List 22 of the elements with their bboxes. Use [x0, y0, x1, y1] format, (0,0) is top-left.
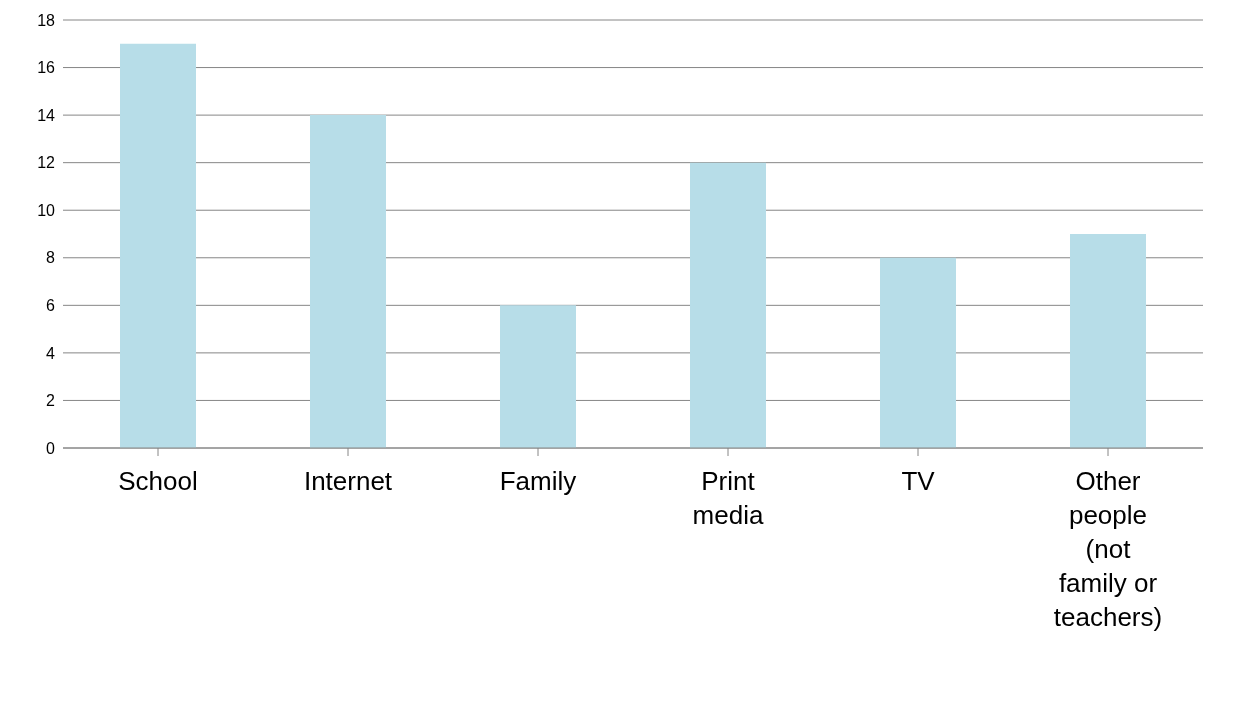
y-tick-label: 8	[46, 249, 56, 267]
x-tick-label: Internet	[303, 466, 393, 496]
bar	[500, 305, 576, 448]
y-tick-label: 16	[37, 59, 56, 77]
bar	[120, 43, 196, 448]
y-tick-label: 4	[46, 344, 56, 362]
y-tick-label: 14	[37, 106, 56, 124]
x-tick-label: School	[118, 466, 198, 496]
y-tick-label: 12	[37, 154, 56, 172]
x-tick-label: Family	[499, 466, 577, 496]
bar	[310, 115, 386, 448]
x-tick-label: Print media	[692, 466, 764, 530]
y-tick-label: 18	[37, 11, 56, 29]
bar	[880, 257, 956, 448]
x-tick-label: Other people (not family or teachers)	[1053, 466, 1163, 632]
bar	[1070, 234, 1146, 448]
y-tick-label: 2	[46, 392, 56, 410]
y-tick-label: 10	[37, 201, 56, 219]
bar	[690, 162, 766, 448]
y-tick-label: 0	[46, 439, 56, 457]
x-tick-label: TV	[901, 466, 936, 496]
y-tick-label: 6	[46, 297, 56, 315]
